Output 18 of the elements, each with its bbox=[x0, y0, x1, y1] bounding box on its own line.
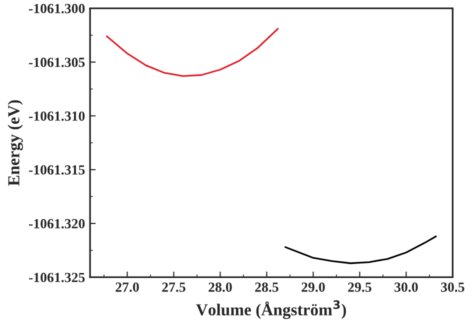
x-tick-label: 28.0 bbox=[208, 282, 232, 292]
x-tick-label: 28.5 bbox=[255, 282, 278, 292]
y-tick-label: -1061.320 bbox=[29, 219, 85, 228]
line-series bbox=[106, 28, 279, 77]
x-tick-label: 27.0 bbox=[116, 282, 139, 292]
y-tick-label: -1061.325 bbox=[29, 272, 85, 282]
y-tick-label: -1061.300 bbox=[29, 4, 85, 14]
line-series bbox=[284, 236, 437, 264]
x-axis-title: Volume (Ångström$^{3}$) bbox=[196, 300, 346, 319]
x-tick-label: 30.5 bbox=[441, 282, 464, 292]
y-tick-label: -1061.305 bbox=[29, 58, 85, 68]
x-tick-label: 30.0 bbox=[394, 282, 418, 292]
y-tick-label: -1061.310 bbox=[29, 111, 85, 121]
x-tick-label: 29.0 bbox=[302, 282, 325, 292]
y-tick-label: -1061.315 bbox=[29, 165, 85, 175]
x-tick-label: 29.5 bbox=[348, 282, 372, 292]
y-axis-title: Energy (eV) bbox=[8, 100, 23, 186]
x-tick-label: 27.5 bbox=[162, 282, 186, 292]
